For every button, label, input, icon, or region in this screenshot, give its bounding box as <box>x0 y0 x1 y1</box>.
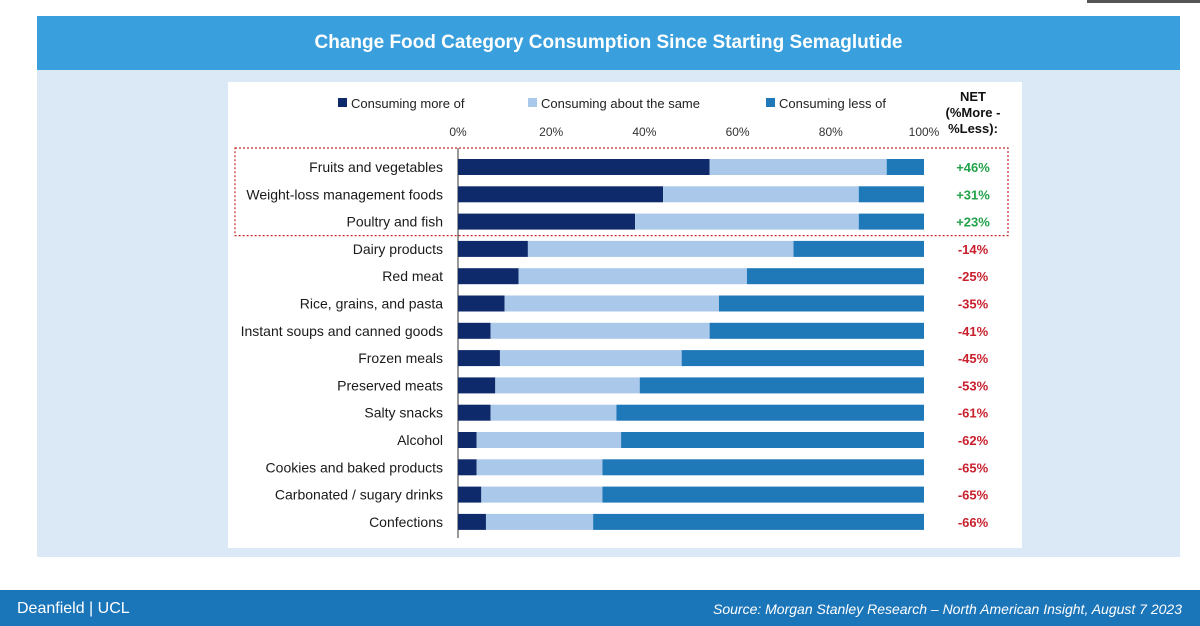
bar-segment-less <box>602 486 924 503</box>
category-label: Carbonated / sugary drinks <box>275 487 443 503</box>
bar-segment-same <box>476 459 603 476</box>
category-label: Cookies and baked products <box>266 459 443 475</box>
x-tick-label: 20% <box>539 125 563 139</box>
bar-segment-same <box>663 186 859 203</box>
bar-segment-less <box>858 186 924 203</box>
net-value-label: -62% <box>958 433 989 448</box>
bar-segment-less <box>886 159 924 175</box>
net-value-label: +31% <box>956 187 990 202</box>
bar-segment-less <box>718 295 924 312</box>
net-value-label: -41% <box>958 324 989 339</box>
net-value-label: -25% <box>958 269 989 284</box>
bar-segment-less <box>709 322 924 339</box>
net-header-line-3: %Less): <box>948 121 998 136</box>
slide-title: Change Food Category Consumption Since S… <box>37 16 1180 70</box>
footer-source: Source: Morgan Stanley Research – North … <box>713 601 1182 617</box>
bar-segment-same <box>481 486 603 503</box>
bar-segment-more <box>458 513 486 530</box>
net-value-label: -35% <box>958 297 989 312</box>
bar-segment-more <box>458 295 505 312</box>
bar-segment-more <box>458 213 636 230</box>
bar-segment-more <box>458 350 500 367</box>
bar-segment-less <box>593 513 924 530</box>
bar-segment-less <box>602 459 924 476</box>
net-header-line-1: NET <box>960 89 986 104</box>
bar-segment-same <box>476 432 622 448</box>
bar-segment-more <box>458 377 496 394</box>
bar-segment-same <box>518 268 747 285</box>
bar-segment-less <box>681 350 924 367</box>
category-label: Dairy products <box>353 241 443 257</box>
bar-segment-more <box>458 159 710 175</box>
legend-swatch-3 <box>766 98 775 107</box>
highlight-box <box>234 147 1009 237</box>
bar-segment-more <box>458 404 491 421</box>
net-value-label: -45% <box>958 351 989 366</box>
bar-segment-same <box>527 240 794 257</box>
bar-segment-more <box>458 459 477 476</box>
bar-segment-less <box>621 432 924 448</box>
bar-segment-same <box>495 377 640 394</box>
net-value-label: -61% <box>958 406 989 421</box>
x-tick-label: 80% <box>819 125 843 139</box>
bar-segment-more <box>458 268 519 285</box>
x-tick-label: 60% <box>726 125 750 139</box>
x-tick-label: 100% <box>909 125 940 139</box>
bar-segment-same <box>504 295 719 312</box>
category-label: Weight-loss management foods <box>246 186 443 202</box>
net-value-label: -14% <box>958 242 989 257</box>
footer-bar: Deanfield | UCL Source: Morgan Stanley R… <box>0 590 1200 626</box>
bar-segment-same <box>490 404 617 421</box>
category-label: Red meat <box>382 268 443 284</box>
category-label: Alcohol <box>397 432 443 448</box>
net-value-label: -65% <box>958 460 989 475</box>
bar-segment-same <box>709 159 887 175</box>
legend-swatch-1 <box>338 98 347 107</box>
x-tick-label: 0% <box>449 125 467 139</box>
category-label: Rice, grains, and pasta <box>300 296 443 312</box>
legend-label-3: Consuming less of <box>779 96 886 111</box>
net-value-label: -53% <box>958 378 989 393</box>
bar-segment-more <box>458 432 477 448</box>
bar-segment-same <box>490 322 710 339</box>
net-value-label: -65% <box>958 488 989 503</box>
category-label: Salty snacks <box>364 405 443 421</box>
net-value-label: +23% <box>956 215 990 230</box>
category-label: Poultry and fish <box>347 214 444 230</box>
bar-segment-more <box>458 186 664 203</box>
video-thumbnail-edge <box>1087 0 1200 3</box>
stacked-bar-chart: Consuming more of Consuming about the sam… <box>234 89 1009 538</box>
bar-segment-same <box>635 213 859 230</box>
bar-segment-more <box>458 486 482 503</box>
bar-segment-less <box>616 404 924 421</box>
legend-swatch-2 <box>528 98 537 107</box>
bar-segment-more <box>458 322 491 339</box>
bar-segment-less <box>793 240 924 257</box>
chart-card: Consuming more of Consuming about the sam… <box>228 82 1022 548</box>
net-value-label: -66% <box>958 515 989 530</box>
category-label: Frozen meals <box>358 350 443 366</box>
category-label: Preserved meats <box>337 377 443 393</box>
bar-segment-less <box>639 377 924 394</box>
legend-label-2: Consuming about the same <box>541 96 700 111</box>
legend-label-1: Consuming more of <box>351 96 465 111</box>
category-label: Confections <box>369 514 443 530</box>
footer-author: Deanfield | UCL <box>17 600 130 617</box>
bar-segment-less <box>858 213 924 230</box>
bar-segment-less <box>746 268 924 285</box>
bar-segment-more <box>458 240 528 257</box>
bar-segment-same <box>499 350 682 367</box>
x-tick-label: 40% <box>632 125 656 139</box>
category-label: Fruits and vegetables <box>309 159 443 175</box>
net-header-line-2: (%More - <box>946 105 1001 120</box>
category-label: Instant soups and canned goods <box>241 323 443 339</box>
net-value-label: +46% <box>956 160 990 175</box>
bar-segment-same <box>485 513 594 530</box>
